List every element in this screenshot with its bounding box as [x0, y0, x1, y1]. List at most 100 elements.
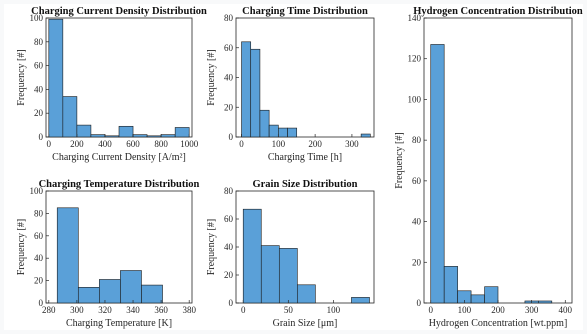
x-axis-label: Grain Size [μm]	[273, 318, 338, 329]
y-tick-label: 80	[412, 135, 422, 145]
x-tick-label: 200	[491, 305, 505, 315]
x-tick-label: 0	[428, 305, 433, 315]
histogram-bar	[260, 110, 269, 137]
histogram-bar	[538, 301, 551, 303]
histogram-bar	[141, 285, 162, 303]
x-tick-label: 300	[70, 305, 84, 315]
x-axis-label: Charging Temperature [K]	[66, 318, 172, 329]
figure-canvas: 0 200 400 600 800 1000 0 20 40 60 80 100 Charging Cu…	[4, 4, 583, 330]
histogram-bar	[485, 287, 498, 303]
histogram-bar	[279, 248, 297, 303]
y-axis-label: Frequency [#]	[16, 49, 27, 105]
histogram-bar	[78, 287, 99, 303]
histogram-bar	[99, 279, 120, 303]
y-axis-label: Frequency [#]	[16, 219, 27, 275]
x-tick-label: 0	[241, 305, 246, 315]
y-tick-label: 40	[34, 253, 44, 263]
histogram-bar	[242, 42, 251, 137]
histogram-bar	[297, 285, 315, 303]
histogram-bar	[444, 266, 457, 303]
x-tick-label: 800	[154, 139, 168, 149]
x-tick-label: 200	[70, 139, 84, 149]
histogram-panel-charging-time: 0 100 200 300 0 20 40 60 80 Charging Time Distrib…	[206, 6, 374, 163]
histogram-bar	[77, 125, 91, 137]
chart-title: Charging Current Density Distribution	[31, 6, 207, 17]
x-tick-label: 100	[327, 305, 341, 315]
y-tick-label: 60	[224, 43, 234, 53]
x-axis-label: Charging Time [h]	[268, 152, 342, 163]
histogram-bar	[91, 135, 105, 137]
histogram-panel-grain-size: 0 50 100 0 20 40 60 80 Grain Size Distribution Gr…	[206, 179, 374, 329]
y-tick-label: 0	[417, 298, 422, 308]
x-tick-label: 1000	[180, 139, 199, 149]
histogram-bar	[105, 136, 119, 137]
y-tick-label: 20	[34, 108, 44, 118]
x-tick-label: 100	[272, 139, 286, 149]
histogram-bar	[119, 126, 133, 137]
y-axis-label: Frequency [#]	[206, 219, 217, 275]
y-tick-label: 0	[229, 132, 234, 142]
y-tick-label: 60	[224, 214, 234, 224]
chart-title: Charging Temperature Distribution	[39, 179, 200, 190]
y-tick-label: 20	[224, 270, 234, 280]
histogram-bar	[161, 135, 175, 137]
y-tick-label: 20	[224, 102, 234, 112]
x-tick-label: 400	[98, 139, 112, 149]
histogram-bar	[361, 134, 370, 137]
histogram-bar	[133, 135, 147, 137]
y-tick-label: 60	[34, 61, 44, 71]
x-tick-label: 340	[126, 305, 140, 315]
y-tick-label: 80	[224, 186, 234, 196]
histogram-bar	[431, 44, 444, 303]
x-tick-label: 50	[284, 305, 294, 315]
y-tick-label: 40	[224, 242, 234, 252]
histogram-bar	[63, 97, 77, 137]
chart-title: Grain Size Distribution	[252, 179, 357, 190]
x-tick-label: 600	[126, 139, 140, 149]
histogram-bar	[288, 128, 297, 137]
y-tick-label: 60	[412, 176, 422, 186]
histogram-bar	[57, 208, 78, 303]
histogram-bar	[471, 295, 484, 303]
x-tick-label: 320	[98, 305, 112, 315]
y-tick-label: 0	[39, 298, 44, 308]
y-axis-label: Frequency [#]	[394, 132, 405, 188]
histogram-bar	[120, 271, 141, 303]
x-tick-label: 360	[154, 305, 168, 315]
chart-title: Charging Time Distribution	[242, 6, 368, 17]
y-axis-label: Frequency [#]	[206, 49, 217, 105]
histogram-bar	[175, 127, 189, 137]
y-tick-label: 100	[408, 94, 422, 104]
y-tick-label: 60	[34, 231, 44, 241]
x-tick-label: 100	[458, 305, 472, 315]
x-tick-label: 400	[559, 305, 573, 315]
y-tick-label: 40	[412, 217, 422, 227]
histogram-bar	[261, 246, 279, 303]
histogram-bar	[269, 125, 278, 137]
y-tick-label: 80	[34, 208, 44, 218]
x-tick-label: 280	[42, 305, 56, 315]
chart-title: Hydrogen Concentration Distribution	[413, 6, 583, 17]
y-tick-label: 80	[34, 37, 44, 47]
x-tick-label: 380	[182, 305, 196, 315]
plot-area	[424, 18, 572, 303]
histogram-panel-hydrogen-concentration: 0 100 200 300 400020406080100120140Hydrogen …	[394, 6, 583, 329]
x-tick-label: 0	[239, 139, 244, 149]
x-tick-label: 0	[47, 139, 52, 149]
x-tick-label: 300	[345, 139, 359, 149]
y-tick-label: 40	[224, 73, 234, 83]
x-axis-label: Charging Current Density [A/m²]	[52, 152, 186, 163]
x-tick-label: 200	[308, 139, 322, 149]
y-tick-label: 0	[39, 132, 44, 142]
histogram-bar	[49, 19, 63, 137]
histogram-bar	[243, 209, 261, 303]
y-tick-label: 80	[224, 13, 234, 23]
x-tick-label: 300	[525, 305, 539, 315]
histogram-bar	[251, 49, 260, 137]
y-tick-label: 20	[34, 276, 44, 286]
histogram-bar	[147, 136, 161, 137]
y-tick-label: 20	[412, 257, 422, 267]
